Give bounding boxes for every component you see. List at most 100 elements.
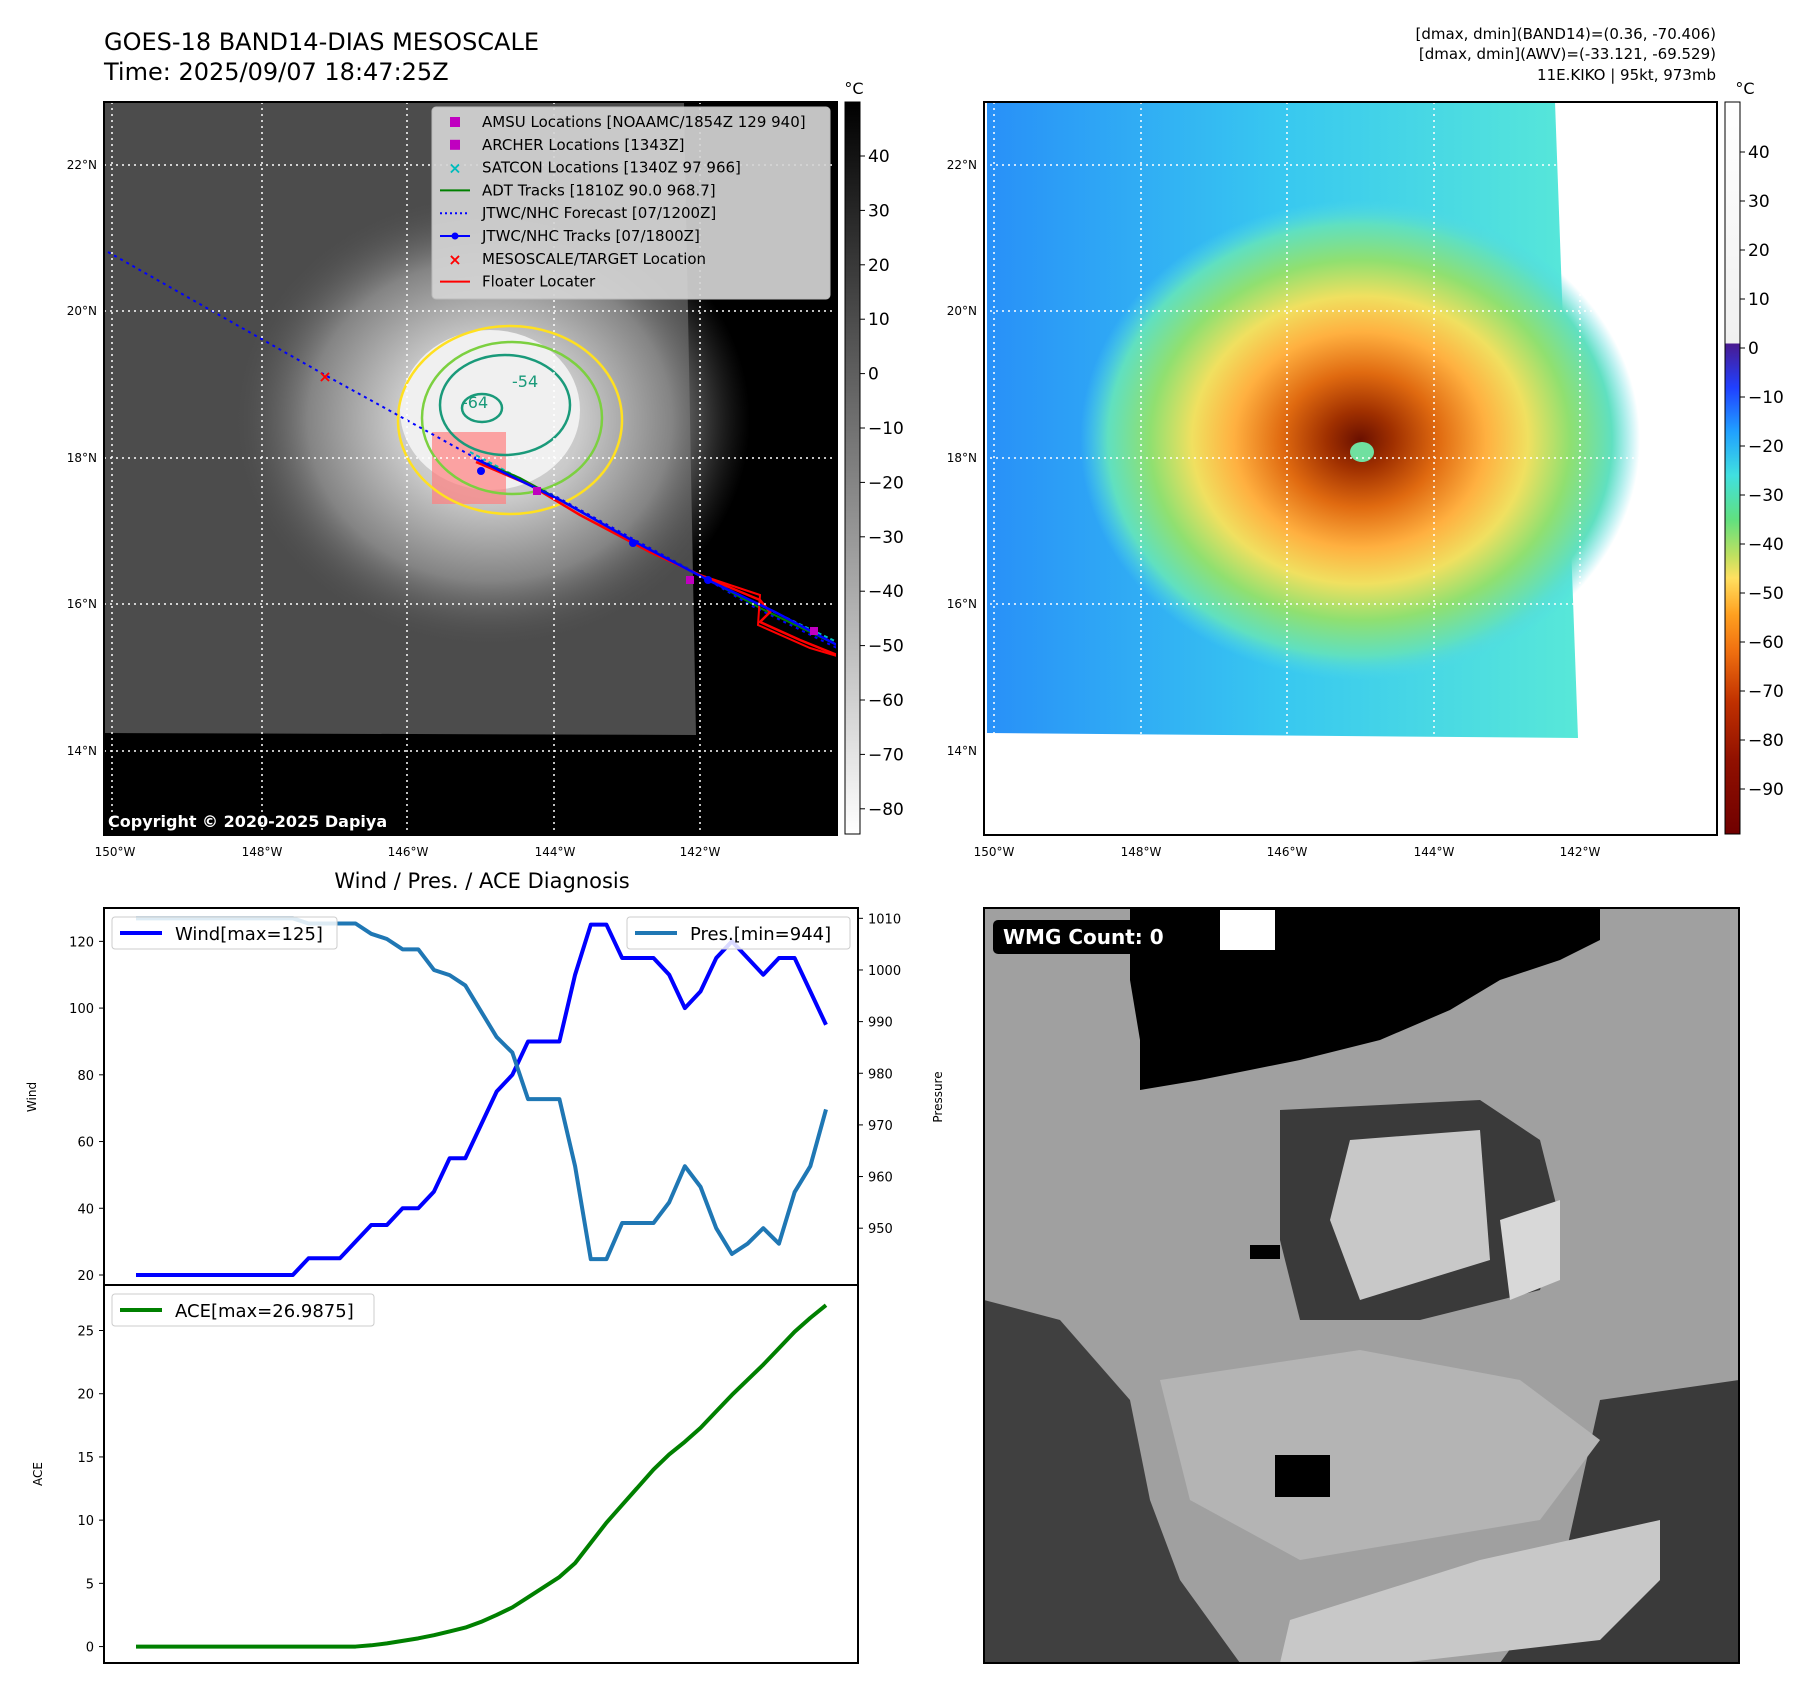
- pressure-tick-label: 1000: [868, 964, 901, 979]
- colorbar-tick-label: 40: [868, 147, 890, 167]
- info-line2: [dmax, dmin](AWV)=(-33.121, -69.529): [1419, 45, 1716, 63]
- pressure-legend-box: [626, 916, 851, 950]
- wind-tick-label: 80: [77, 1069, 94, 1084]
- contour-teal-core: [460, 392, 504, 424]
- ace-legend-label: ACE[max=26.9875]: [175, 1301, 354, 1322]
- legend-label: JTWC/NHC Forecast [07/1200Z]: [481, 204, 716, 222]
- wind-chart-frame: [103, 907, 859, 1286]
- ace-series-line: [136, 1303, 828, 1649]
- ace-tick-label: 25: [77, 1325, 94, 1340]
- jtwc-track-point: [629, 539, 637, 547]
- lat-label: 22°N: [947, 158, 977, 172]
- lat-label: 14°N: [67, 744, 97, 758]
- pressure-axis-label: Pressure: [931, 1071, 945, 1122]
- copyright-text: Copyright © 2020-2025 Dapiya: [108, 812, 387, 831]
- contour-label-64: -64: [462, 393, 488, 412]
- ir-lon-labels: 150°W 148°W 146°W 144°W 142°W: [95, 845, 721, 859]
- ir-map-panel: -54 -64 × Copyright © 2020-2025 Dapiya: [104, 102, 837, 835]
- colorbar-tick-label: −50: [868, 637, 904, 657]
- pressure-legend: Pres.[min=944]: [626, 916, 851, 950]
- ace-tick-label: 10: [77, 1514, 94, 1529]
- wmg-white-patch: [1220, 910, 1275, 950]
- awv-lat-labels: 22°N 20°N 18°N 16°N 14°N: [947, 158, 977, 758]
- wmg-cold-top: [1130, 908, 1600, 1090]
- pressure-tick-label: 970: [868, 1119, 893, 1134]
- color-colorbar: [1724, 101, 1741, 835]
- wmg-mid-lower: [1160, 1350, 1600, 1560]
- pressure-tick-label: 960: [868, 1171, 893, 1186]
- colorbar-tick-label: −40: [868, 582, 904, 602]
- wind-legend-box: [111, 916, 338, 950]
- legend-marker: [450, 117, 460, 127]
- color-colorbar-unit: °C: [1735, 79, 1754, 98]
- colorbar-tick-label: 30: [1748, 192, 1770, 212]
- wind-tick-label: 100: [69, 1002, 94, 1017]
- lat-label: 22°N: [67, 158, 97, 172]
- colorbar-tick-label: 0: [1748, 339, 1759, 359]
- lon-label: 148°W: [1121, 845, 1162, 859]
- pressure-tick-label: 1010: [868, 912, 901, 927]
- lat-label: 20°N: [947, 304, 977, 318]
- colorbar-tick-label: −80: [868, 800, 904, 820]
- legend-label: MESOSCALE/TARGET Location: [482, 250, 706, 268]
- wind-series-line: [136, 922, 828, 1277]
- wind-legend-label: Wind[max=125]: [175, 924, 323, 945]
- amsu-marker: [810, 627, 818, 635]
- wind-tick-label: 20: [77, 1269, 94, 1284]
- colorbar-tick-label: −30: [868, 528, 904, 548]
- legend-label: ADT Tracks [1810Z 90.0 968.7]: [482, 181, 716, 199]
- color-colorbar-ticks: 40 30 20 10 0 −10 −20 −30 −40 −50 −60 −70 −80 −90: [1740, 143, 1784, 800]
- lon-label: 144°W: [1414, 845, 1455, 859]
- jtwc-track-point: [477, 467, 485, 475]
- ace-legend: ACE[max=26.9875]: [111, 1293, 375, 1327]
- info-line1: [dmax, dmin](BAND14)=(0.36, -70.406): [1416, 25, 1716, 43]
- lat-label: 16°N: [947, 597, 977, 611]
- lat-label: 18°N: [947, 451, 977, 465]
- figure-title-line2: Time: 2025/09/07 18:47:25Z: [103, 58, 449, 86]
- awv-gridlines: [984, 102, 1717, 835]
- contour-teal-inner: [438, 353, 572, 457]
- wmg-eyewall: [1330, 1130, 1490, 1300]
- ace-tick-label: 20: [77, 1388, 94, 1403]
- colorbar-tick-label: −60: [1748, 633, 1784, 653]
- pressure-tick-label: 980: [868, 1067, 893, 1082]
- colorbar-tick-label: −20: [868, 473, 904, 493]
- contour-label-54: -54: [512, 372, 538, 391]
- ace-chart: 0 5 10 15 20 25 ACE ACE[max=26.9875]: [31, 1284, 859, 1664]
- lat-label: 18°N: [67, 451, 97, 465]
- ace-axis-label: ACE: [31, 1462, 45, 1486]
- legend-marker: ×: [448, 250, 461, 269]
- wmg-panel: WMG Count: 0: [984, 908, 1739, 1663]
- colorbar-tick-label: −70: [868, 745, 904, 765]
- contour-green-mid: [420, 340, 604, 496]
- gray-colorbar-ticks: 40 30 20 10 0 −10 −20 −30 −40 −50 −60 −70 −80: [860, 147, 904, 820]
- legend-marker: [451, 232, 459, 240]
- awv-storm-outer: [1080, 200, 1640, 680]
- ace-tick-label: 0: [86, 1641, 94, 1656]
- jtwc-track-line: [473, 456, 837, 647]
- ace-chart-frame: [103, 1284, 859, 1664]
- lat-label: 20°N: [67, 304, 97, 318]
- ir-lat-labels: 22°N 20°N 18°N 16°N 14°N: [67, 158, 97, 758]
- wmg-label-box: [993, 920, 1173, 954]
- wind-tick-label: 60: [77, 1136, 94, 1151]
- lon-label: 150°W: [95, 845, 136, 859]
- colorbar-tick-label: −50: [1748, 584, 1784, 604]
- colorbar-tick-label: −30: [1748, 486, 1784, 506]
- gray-colorbar-unit: °C: [844, 79, 863, 98]
- lon-label: 146°W: [388, 845, 429, 859]
- awv-eye: [1350, 442, 1374, 462]
- legend-label: Floater Locater: [482, 273, 596, 291]
- floater-locator-line: [475, 460, 837, 657]
- diagnosis-title: Wind / Pres. / ACE Diagnosis: [334, 869, 629, 893]
- legend-label: JTWC/NHC Tracks [07/1800Z]: [481, 227, 700, 245]
- target-marker: ×: [318, 367, 331, 386]
- map-legend: AMSU Locations [NOAAMC/1854Z 129 940] ARC…: [431, 106, 831, 300]
- colorbar-tick-label: −60: [868, 691, 904, 711]
- wind-axis-label: Wind: [25, 1082, 39, 1112]
- colorbar-tick-label: −10: [868, 419, 904, 439]
- wmg-count-label: WMG Count: 0: [1003, 925, 1164, 949]
- archer-marker: [533, 487, 541, 495]
- awv-map-panel: [984, 102, 1717, 835]
